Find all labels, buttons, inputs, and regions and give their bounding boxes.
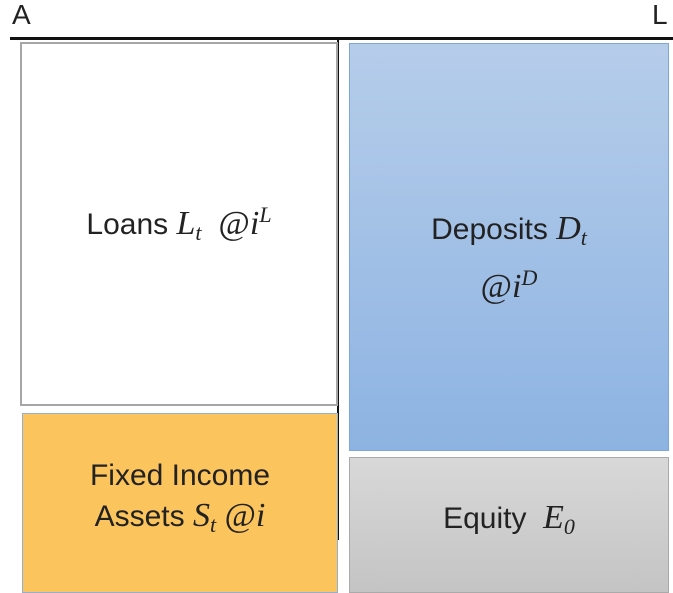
loans-box: Loans Lt @iL	[20, 42, 338, 406]
superscript: L	[259, 202, 272, 227]
top-rule	[10, 37, 673, 40]
math-variable: Dt	[556, 210, 587, 250]
label-text: Deposits	[431, 213, 557, 246]
subscript: t	[580, 225, 587, 250]
text-line: Loans Lt @iL	[86, 195, 271, 253]
variable-base: E	[543, 498, 564, 536]
assets-header: A	[12, 0, 31, 30]
variable-base: D	[556, 210, 581, 247]
text-line: Assets St @i	[95, 496, 266, 545]
subscript: t	[195, 220, 202, 245]
text-line: Equity E0	[443, 498, 575, 547]
math-symbol: @	[480, 268, 512, 305]
subscript: 0	[563, 513, 575, 539]
divider	[337, 38, 339, 540]
variable-base: i	[511, 268, 522, 305]
math-variable: iD	[511, 265, 538, 305]
math-variable: St	[192, 496, 217, 537]
math-variable: i	[256, 497, 265, 534]
label-text: Equity	[443, 501, 544, 535]
variable-base: i	[249, 205, 260, 242]
label-text: Loans	[86, 208, 177, 241]
variable-base: L	[176, 205, 196, 242]
text-line: @iD	[481, 258, 538, 308]
subscript: t	[209, 511, 217, 537]
text-line: Deposits Dt	[431, 209, 587, 258]
math-variable: E0	[543, 498, 575, 539]
math-symbol: @	[201, 205, 250, 242]
equity-box: Equity E0	[349, 457, 669, 593]
math-variable: iL	[249, 202, 272, 242]
superscript: D	[521, 265, 538, 290]
variable-base: S	[192, 496, 210, 534]
text-line: Fixed Income	[90, 456, 270, 496]
math-symbol: @	[216, 496, 256, 534]
fixed-income-box: Fixed Income Assets St @i	[22, 413, 338, 593]
deposits-box: Deposits Dt @iD	[349, 43, 669, 451]
label-text: Fixed Income	[89, 458, 271, 492]
variable-base: i	[255, 496, 266, 534]
liabilities-header: L	[652, 0, 668, 30]
label-text: Assets	[94, 499, 193, 533]
math-variable: Lt	[176, 205, 202, 245]
